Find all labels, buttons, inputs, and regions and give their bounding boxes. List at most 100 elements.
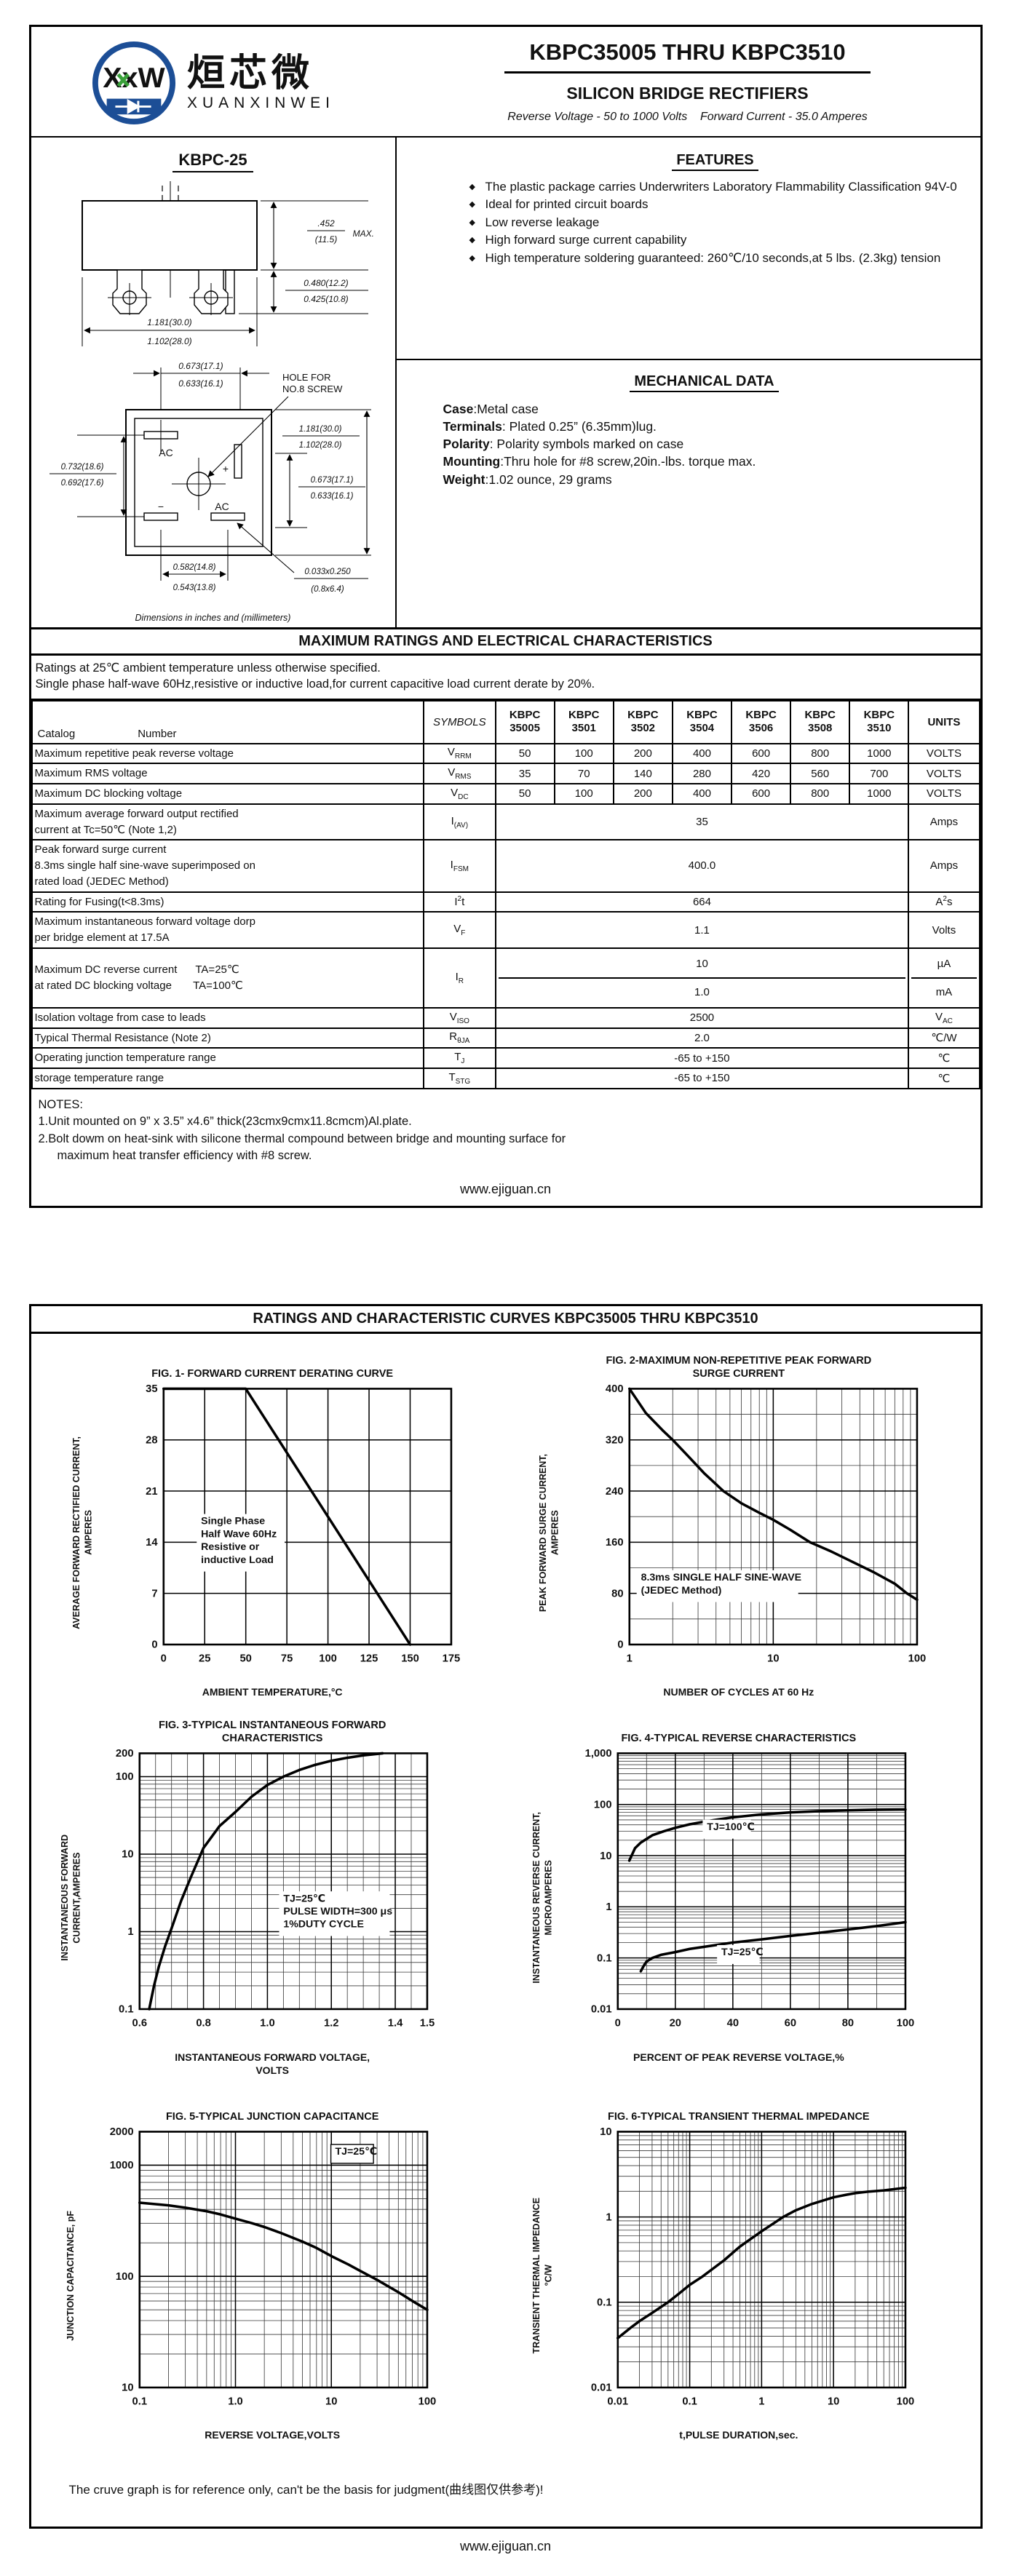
website-link[interactable]: www.ejiguan.cn	[459, 1182, 552, 1196]
svg-text:0.1: 0.1	[132, 2396, 147, 2408]
table-cell: I2t	[423, 891, 496, 913]
svg-text:100: 100	[116, 2271, 134, 2283]
table-cell: VAC	[908, 1006, 980, 1029]
table-cell: 200	[612, 783, 673, 805]
plot-svg: 0.01 0.1 1 10 100 0.01 0.1 1 10	[591, 2126, 914, 2408]
svg-text:400: 400	[606, 1383, 624, 1395]
svg-text:10: 10	[600, 1850, 611, 1862]
ratings-table: Catalog Number SYMBOLS KBPC 35005 KBPC 3501 KBP…	[31, 699, 980, 1089]
table-cell: IR	[423, 947, 496, 1009]
svg-text:0: 0	[618, 1639, 624, 1651]
mechanical-row: Polarity: Polarity symbols marked on cas…	[443, 437, 684, 452]
plot-svg: 0.1 1.0 10 100 10 100 1000 2000 TJ=25℃	[110, 2126, 437, 2408]
svg-text:10: 10	[325, 2396, 337, 2408]
bullet-icon: ◆	[469, 183, 475, 191]
dim-label: 0.673(17.1)	[310, 476, 353, 485]
svg-text:1.5: 1.5	[420, 2018, 435, 2030]
table-header-cell: KBPC 3504	[671, 699, 733, 744]
svg-text:125: 125	[360, 1653, 378, 1665]
svg-text:0.1: 0.1	[597, 2297, 611, 2309]
svg-text:inductive Load: inductive Load	[201, 1554, 274, 1565]
plot-svg: 0.6 0.8 1.0 1.2 1.4 1.5 0.1 1 10 100 200 TJ=25℃PULS…	[116, 1749, 435, 2030]
table-row: Maximum DC reverse current TA=25℃ at rate…	[31, 947, 980, 1009]
feature-item: ◆ High forward surge current capability	[469, 232, 962, 248]
plot-svg: 0 20 40 60 80 100 0.01 0.1 1 10 100 1,000 TJ=100℃ TJ=…	[585, 1749, 915, 2030]
svg-text:21: 21	[146, 1486, 157, 1498]
table-header-row: Catalog Number SYMBOLS KBPC 35005 KBPC 3501 KBP…	[31, 699, 980, 744]
data-curve	[628, 1387, 919, 1602]
header: XxW 烜芯微 XUANXINWEI	[31, 27, 980, 138]
y-axis-label: AVERAGE FORWARD RECTIFIED CURRENT, AMPERE…	[71, 1436, 94, 1630]
dim-label: (0.8x6.4)	[311, 585, 344, 594]
table-row: Maximum RMS voltage VRMS 35 70 140 280 420 560 7…	[31, 763, 980, 785]
table-cell: I(AV)	[423, 803, 496, 841]
svg-text:TJ=25℃: TJ=25℃	[336, 2145, 378, 2157]
table-cell: 800	[790, 783, 851, 805]
table-cell: Rating for Fusing(t<8.3ms)	[31, 891, 425, 913]
website-link[interactable]: www.ejiguan.cn	[459, 2539, 552, 2554]
table-row: storage temperature range TSTG -65 to +150…	[31, 1068, 980, 1089]
ratings-heading: MAXIMUM RATINGS AND ELECTRICAL CHARACTER…	[31, 627, 980, 656]
table-cell: 700	[849, 763, 910, 785]
mechanical-section: MECHANICAL DATA Case:Metal case Terminals…	[397, 360, 980, 627]
svg-text:100: 100	[116, 1772, 134, 1784]
notes-heading: NOTES:	[38, 1097, 83, 1111]
y-axis-label: TRANSIENT THERMAL IMPEDANCE °C/W	[531, 2198, 554, 2354]
table-cell: ℃/W	[908, 1027, 980, 1049]
figure-plot: 0.6 0.8 1.0 1.2 1.4 1.5 0.1 1 10 100 200 TJ=25℃ PULS…	[88, 1746, 442, 2048]
svg-text:1.4: 1.4	[388, 2018, 403, 2030]
svg-text:40: 40	[727, 2018, 739, 2030]
table-row: Maximum instantaneous forward voltage do…	[31, 911, 980, 949]
dim-label: 0.480(12.2)	[304, 278, 348, 288]
svg-text:10: 10	[600, 2126, 611, 2138]
table-cell: 100	[553, 783, 614, 805]
svg-text:Single Phase: Single Phase	[201, 1515, 265, 1527]
dim-label: 0.633(16.1)	[178, 378, 223, 389]
bullet-icon: ◆	[469, 218, 475, 227]
y-axis-label: INSTANTANEOUS FORWARD CURRENT,AMPERES	[59, 1834, 82, 1961]
svg-text:50: 50	[239, 1653, 251, 1665]
right-column: FEATURES ◆ The plastic package carries Un…	[396, 138, 980, 627]
table-cell: 140	[612, 763, 673, 785]
table-row: Maximum average forward output rectified…	[31, 803, 980, 841]
mechanical-heading: MECHANICAL DATA	[443, 373, 966, 392]
table-cell: Maximum average forward output rectified…	[31, 803, 425, 841]
data-curve	[148, 1752, 384, 2011]
table-row: Peak forward surge current 8.3ms single h…	[31, 839, 980, 893]
svg-text:160: 160	[606, 1537, 624, 1549]
features-list: ◆ The plastic package carries Underwriter…	[469, 179, 962, 266]
svg-text:100: 100	[897, 2018, 915, 2030]
figure-4: FIG. 4-TYPICAL REVERSE CHARACTERISTICS I…	[519, 1717, 958, 2077]
table-cell: VOLTS	[908, 783, 980, 805]
svg-text:200: 200	[116, 1749, 134, 1760]
table-cell: 35	[494, 763, 555, 785]
feature-item: ◆ Ideal for printed circuit boards	[469, 196, 962, 212]
table-row: Rating for Fusing(t<8.3ms) I2t 664 A2s	[31, 891, 980, 913]
svg-text:0.1: 0.1	[119, 2004, 133, 2016]
features-heading: FEATURES	[469, 152, 962, 171]
table-cell: VISO	[423, 1006, 496, 1029]
figure-title: FIG. 6-TYPICAL TRANSIENT THERMAL IMPEDAN…	[608, 2110, 870, 2123]
table-header-cell: KBPC 3510	[849, 699, 910, 744]
dim-label: 0.633(16.1)	[310, 492, 353, 501]
svg-text:0.6: 0.6	[132, 2018, 147, 2030]
table-cell: VRRM	[423, 742, 496, 765]
table-header-cell: SYMBOLS	[423, 699, 496, 744]
svg-text:PULSE WIDTH=300 μs: PULSE WIDTH=300 μs	[284, 1905, 393, 1917]
brand-name-cn: 烜芯微	[186, 52, 314, 95]
notes-list: 1.Unit mounted on 9” x 3.5” x4.6” thick(…	[39, 1113, 975, 1164]
table-cell: 200	[612, 742, 673, 765]
svg-text:1.2: 1.2	[324, 2018, 338, 2030]
svg-text:10: 10	[828, 2396, 839, 2408]
page-2: RATINGS AND CHARACTERISTIC CURVES KBPC35…	[28, 1304, 983, 2529]
table-cell: 2500	[494, 1006, 910, 1029]
table-header-cell: KBPC 3506	[731, 699, 792, 744]
svg-text:0: 0	[160, 1653, 166, 1665]
figure-6: FIG. 6-TYPICAL TRANSIENT THERMAL IMPEDAN…	[519, 2096, 958, 2441]
table-cell: VF	[423, 911, 496, 949]
table-cell: 1.1	[494, 911, 910, 949]
terminal-label: AC	[215, 501, 229, 512]
notes-section: NOTES: 1.Unit mounted on 9” x 3.5” x4.6”…	[31, 1089, 980, 1165]
table-cell: 800	[790, 742, 851, 765]
data-curve	[616, 2186, 907, 2340]
